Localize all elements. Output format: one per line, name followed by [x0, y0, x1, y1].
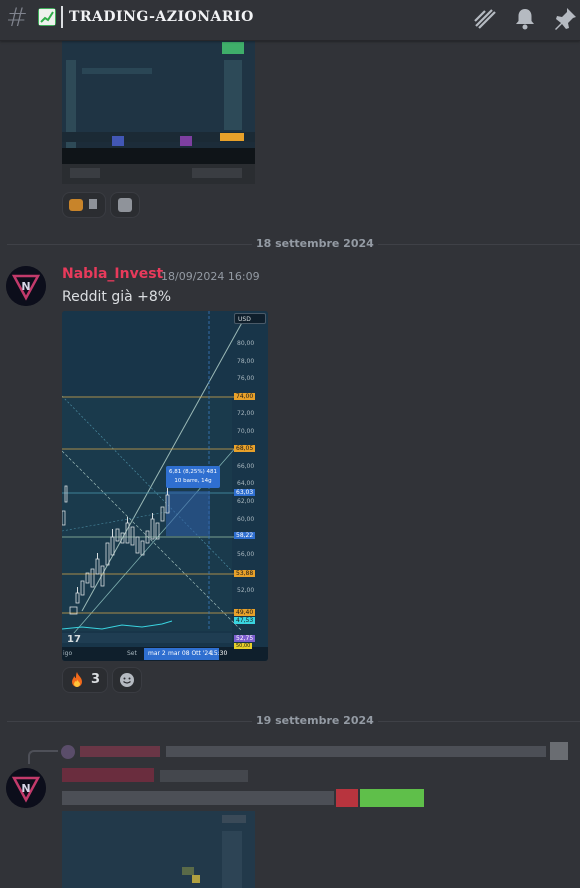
- x-label: igo: [63, 650, 73, 657]
- x-label: mar 08 Ott '24: [168, 650, 213, 657]
- price-label: 74,00: [234, 393, 256, 400]
- currency-pill: USD: [234, 313, 266, 324]
- price-label: 80,00: [237, 340, 255, 347]
- price-label: 72,00: [237, 410, 255, 417]
- reaction-blurred[interactable]: [62, 192, 106, 218]
- message-text: Reddit già +8%: [62, 289, 172, 305]
- reaction-fire[interactable]: 3: [62, 667, 108, 693]
- timestamp-blurred: [160, 770, 248, 782]
- measurement-tooltip: 6,81 (8,25%) 481 10 barre, 14g: [166, 466, 220, 488]
- add-reaction-button[interactable]: [112, 667, 142, 693]
- price-label: 52,00: [237, 587, 255, 594]
- price-label: 58,22: [234, 532, 256, 539]
- emoji-blurred: [360, 789, 424, 807]
- pin-icon[interactable]: [552, 6, 578, 32]
- tooltip-line-2: 10 barre, 14g: [174, 478, 212, 484]
- price-label: 53,88: [234, 570, 256, 577]
- date-divider-label: 18 settembre 2024: [252, 237, 378, 250]
- threads-icon[interactable]: [472, 6, 498, 32]
- emoji-blurred: [336, 789, 358, 807]
- avatar[interactable]: N: [6, 266, 46, 306]
- price-label: 50,00: [234, 643, 253, 649]
- chart-image-attachment[interactable]: 17 USD 80,00 78,00 76,00 74,00 72,00 70,…: [62, 311, 268, 661]
- add-reaction-icon: [120, 673, 134, 687]
- image-attachment-blurred[interactable]: [62, 811, 255, 888]
- price-label: 70,00: [237, 428, 255, 435]
- tooltip-line-1: 6,81 (8,25%) 481: [168, 469, 217, 475]
- channel-header: # TRADING-AZIONARIO: [0, 0, 580, 41]
- timestamp: 18/09/2024 16:09: [161, 270, 260, 283]
- price-label: 76,00: [237, 375, 255, 382]
- price-label: 62,00: [237, 498, 255, 505]
- fire-icon: [72, 672, 82, 687]
- title-divider: [61, 6, 63, 28]
- avatar[interactable]: N: [6, 768, 46, 808]
- svg-text:N: N: [21, 782, 30, 795]
- channel-title: TRADING-AZIONARIO: [69, 9, 254, 25]
- x-label: 15:30: [210, 650, 228, 657]
- chart-emoji-icon: [38, 8, 56, 26]
- x-label: mar 2: [148, 650, 166, 657]
- price-label: 49,40: [234, 609, 256, 616]
- price-label: 47,53: [234, 617, 256, 624]
- currency-label: USD: [238, 316, 251, 323]
- previous-image-attachment[interactable]: [62, 40, 255, 184]
- bell-icon[interactable]: [512, 6, 538, 32]
- price-label: 78,00: [237, 358, 255, 365]
- username[interactable]: Nabla_Invest: [62, 266, 164, 282]
- price-label: 56,00: [237, 551, 255, 558]
- reaction-count: 3: [91, 672, 101, 687]
- message-text-blurred: [62, 791, 334, 805]
- price-label: 64,00: [237, 480, 255, 487]
- add-reaction-blurred[interactable]: [110, 192, 140, 218]
- price-label: 63,03: [234, 489, 256, 496]
- svg-text:N: N: [21, 280, 30, 293]
- price-label: 68,05: [234, 445, 256, 452]
- price-label: 60,00: [237, 516, 255, 523]
- x-label: Set: [127, 650, 137, 657]
- svg-text:17: 17: [67, 634, 81, 645]
- date-divider-label: 19 settembre 2024: [252, 714, 378, 727]
- reply-reference-blurred[interactable]: [28, 742, 573, 764]
- hash-icon: #: [6, 3, 28, 33]
- price-label: 52,75: [234, 635, 256, 642]
- price-label: 66,00: [237, 463, 255, 470]
- username-blurred[interactable]: [62, 768, 154, 782]
